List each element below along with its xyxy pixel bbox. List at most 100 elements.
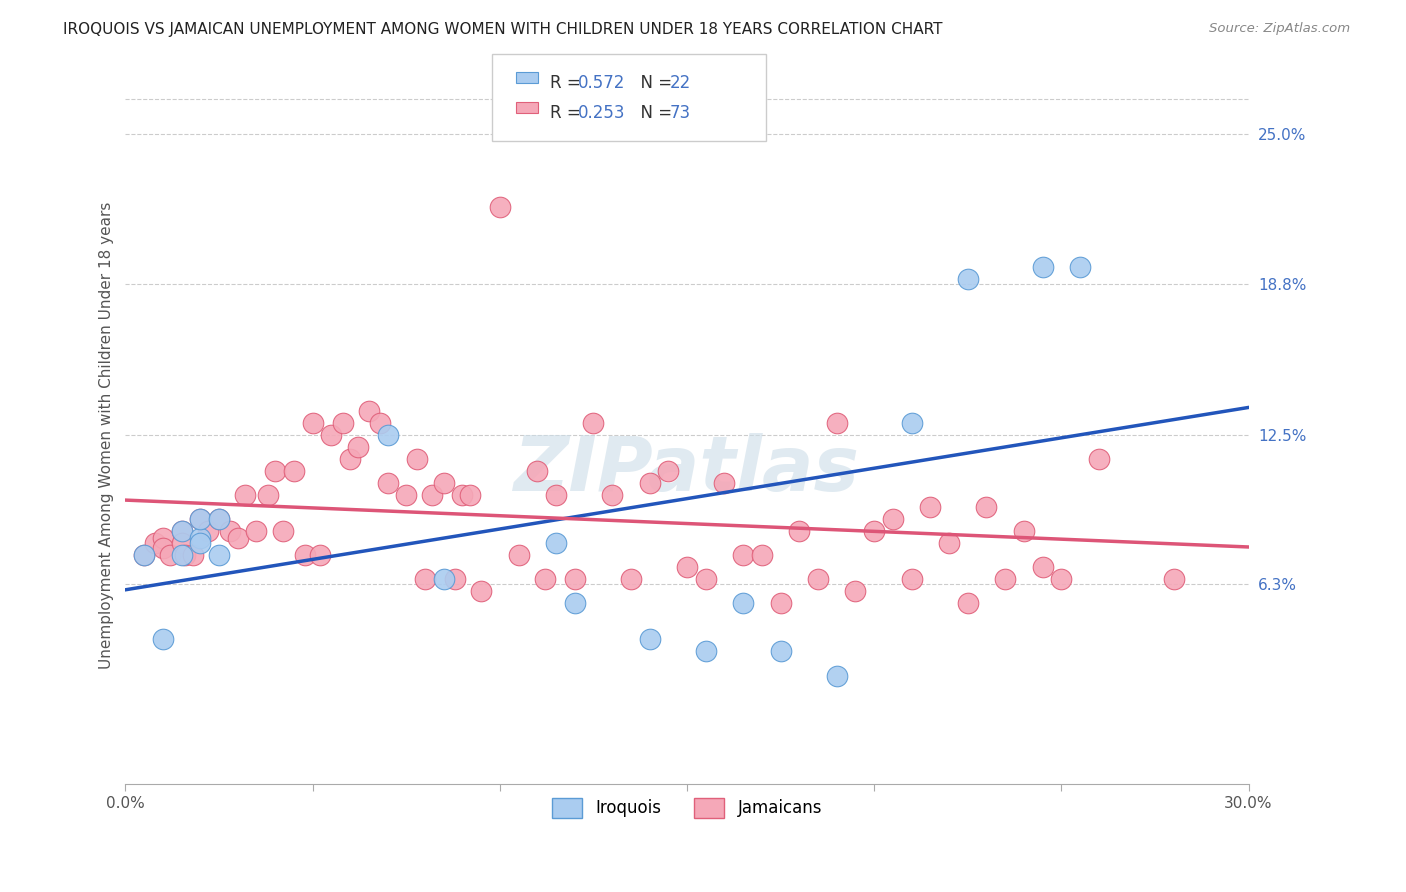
Text: R =: R = xyxy=(550,74,586,92)
Point xyxy=(301,416,323,430)
Point xyxy=(181,549,204,563)
Point xyxy=(357,404,380,418)
Point xyxy=(226,532,249,546)
Point xyxy=(188,512,211,526)
Point xyxy=(256,488,278,502)
Text: 0.253: 0.253 xyxy=(578,104,626,122)
Point xyxy=(751,549,773,563)
Point xyxy=(544,488,567,502)
Point xyxy=(283,464,305,478)
Point xyxy=(1069,260,1091,274)
Point xyxy=(470,584,492,599)
Point xyxy=(920,500,942,515)
Point xyxy=(695,572,717,586)
Point xyxy=(309,549,332,563)
Point xyxy=(219,524,242,539)
Point xyxy=(332,416,354,430)
Point xyxy=(769,596,792,610)
Point xyxy=(368,416,391,430)
Point xyxy=(422,488,444,502)
Point xyxy=(900,572,922,586)
Point xyxy=(134,549,156,563)
Point xyxy=(413,572,436,586)
Point xyxy=(339,452,361,467)
Point xyxy=(145,536,167,550)
Point xyxy=(956,271,979,285)
Point xyxy=(1012,524,1035,539)
Point xyxy=(433,476,456,491)
Point xyxy=(208,512,231,526)
Point xyxy=(488,200,510,214)
Point xyxy=(582,416,605,430)
Point xyxy=(533,572,555,586)
Point xyxy=(825,668,848,682)
Point xyxy=(882,512,904,526)
Text: 22: 22 xyxy=(669,74,690,92)
Point xyxy=(208,549,231,563)
Point xyxy=(170,549,193,563)
Point xyxy=(789,524,811,539)
Point xyxy=(620,572,643,586)
Point xyxy=(600,488,623,502)
Point xyxy=(321,428,343,442)
Point xyxy=(170,536,193,550)
Point xyxy=(638,476,661,491)
Point xyxy=(638,632,661,647)
Point xyxy=(807,572,830,586)
Point xyxy=(208,512,231,526)
Point xyxy=(245,524,267,539)
Point xyxy=(152,541,174,555)
Point xyxy=(406,452,429,467)
Point xyxy=(188,536,211,550)
Point xyxy=(294,549,316,563)
Point xyxy=(170,524,193,539)
Text: R =: R = xyxy=(550,104,586,122)
Point xyxy=(733,549,755,563)
Point xyxy=(825,416,848,430)
Point xyxy=(1163,572,1185,586)
Text: 73: 73 xyxy=(669,104,690,122)
Point xyxy=(938,536,960,550)
Point xyxy=(152,632,174,647)
Point xyxy=(900,416,922,430)
Point xyxy=(676,560,699,574)
Text: IROQUOIS VS JAMAICAN UNEMPLOYMENT AMONG WOMEN WITH CHILDREN UNDER 18 YEARS CORRE: IROQUOIS VS JAMAICAN UNEMPLOYMENT AMONG … xyxy=(63,22,943,37)
Point xyxy=(377,476,399,491)
Point xyxy=(769,644,792,658)
Text: 0.572: 0.572 xyxy=(578,74,626,92)
Point xyxy=(1032,560,1054,574)
Point xyxy=(188,532,211,546)
Point xyxy=(170,524,193,539)
Point xyxy=(264,464,287,478)
Point xyxy=(657,464,679,478)
Point xyxy=(433,572,456,586)
Point xyxy=(976,500,998,515)
Point xyxy=(233,488,256,502)
Legend: Iroquois, Jamaicans: Iroquois, Jamaicans xyxy=(546,791,830,824)
Point xyxy=(1088,452,1111,467)
Point xyxy=(346,440,368,454)
Point xyxy=(451,488,474,502)
Point xyxy=(134,549,156,563)
Point xyxy=(1050,572,1073,586)
Point xyxy=(1032,260,1054,274)
Point xyxy=(395,488,418,502)
Point xyxy=(695,644,717,658)
Point xyxy=(152,532,174,546)
Text: N =: N = xyxy=(630,104,678,122)
Point xyxy=(458,488,481,502)
Point xyxy=(526,464,548,478)
Point xyxy=(994,572,1017,586)
Point xyxy=(564,572,586,586)
Point xyxy=(159,549,181,563)
Point xyxy=(174,549,197,563)
Point xyxy=(733,596,755,610)
Point xyxy=(271,524,294,539)
Text: Source: ZipAtlas.com: Source: ZipAtlas.com xyxy=(1209,22,1350,36)
Text: N =: N = xyxy=(630,74,678,92)
Point xyxy=(956,596,979,610)
Point xyxy=(713,476,735,491)
Point xyxy=(544,536,567,550)
Point xyxy=(188,512,211,526)
Point xyxy=(564,596,586,610)
